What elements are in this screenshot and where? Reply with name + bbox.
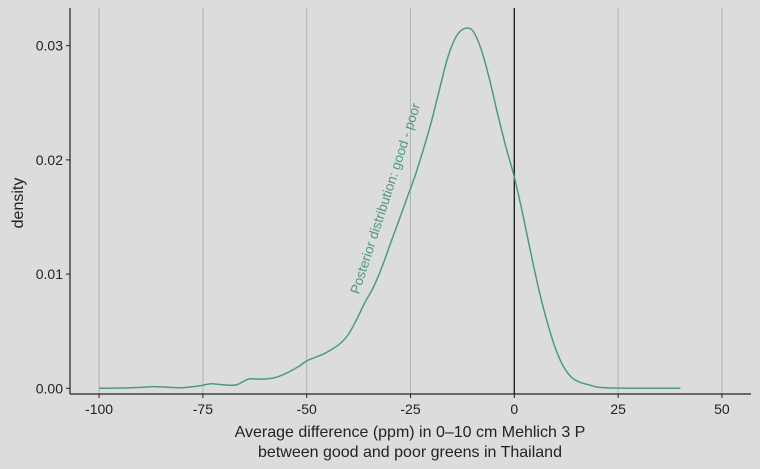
y-tick-label: 0.00: [36, 380, 63, 396]
posterior-annotation: Posterior distribution: good - poor: [347, 101, 423, 296]
density-curve: [99, 27, 681, 390]
tick-labels: -100 -75 -50 -25 0 25 50 0.00 0.01 0.02 0.03: [36, 38, 730, 417]
y-tick-label: 0.02: [36, 152, 63, 168]
x-axis-title-line-1: Average difference (ppm) in 0–10 cm Mehl…: [235, 424, 586, 441]
annotation-layer: Posterior distribution: good - poor: [347, 101, 423, 296]
x-tick-label: -100: [85, 401, 113, 417]
y-tick-label: 0.03: [36, 38, 63, 54]
grid-lines: [98, 8, 723, 394]
x-axis-title-line-2: between good and poor greens in Thailand: [258, 444, 562, 461]
x-tick-label: -25: [400, 401, 420, 417]
x-tick-label: -75: [193, 401, 213, 417]
x-tick-label: -50: [297, 401, 317, 417]
y-axis-title: density: [10, 178, 27, 229]
x-tick-label: 50: [714, 401, 730, 417]
x-tick-label: 25: [610, 401, 626, 417]
y-tick-label: 0.01: [36, 266, 63, 282]
x-tick-label: 0: [510, 401, 518, 417]
series-layer: [99, 8, 681, 394]
